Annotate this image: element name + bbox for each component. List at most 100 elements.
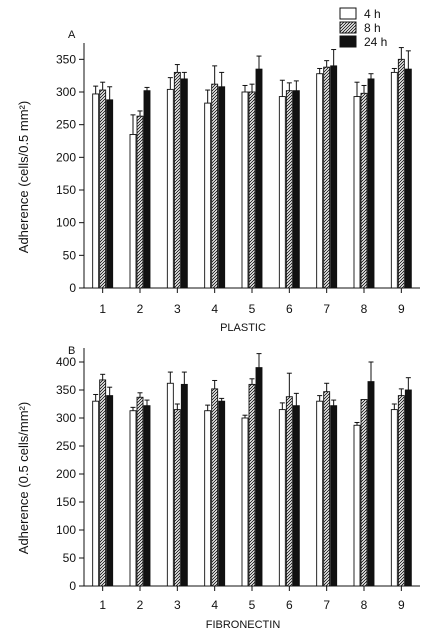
bar-8h-a [136, 115, 144, 289]
bar-24h-a [255, 68, 263, 289]
plot-area-a: 0 50 100 150 200 250 300 350 1 2 3 4 5 6 7 8 9 [56, 43, 420, 316]
bar-24h-a [180, 78, 188, 289]
y-tick-label-b: 0 [69, 579, 76, 593]
bar-24h-a [330, 65, 338, 289]
y-tick-label-a: 250 [56, 118, 76, 132]
y-tick-label-a: 0 [69, 281, 76, 295]
bar-24h-a [292, 90, 300, 289]
bar-8h-b [248, 383, 256, 587]
x-tick-label-b: 4 [211, 598, 218, 612]
panel-label-a: A [68, 29, 76, 41]
bar-8h-b [99, 379, 107, 587]
y-tick-label-b: 200 [56, 467, 76, 481]
x-tick-label-b: 7 [323, 598, 330, 612]
panel-b: B Adherence (0.5 cells/mm²) FIBRONECTIN … [16, 345, 420, 631]
bar-24h-b [404, 389, 412, 587]
y-tick-label-a: 150 [56, 183, 76, 197]
bar-8h-a [285, 90, 293, 289]
bar-4h-b [92, 400, 100, 587]
bar-24h-b [180, 383, 188, 587]
bar-24h-b [367, 381, 375, 587]
bar-4h-a [166, 88, 174, 289]
bar-4h-b [390, 409, 398, 587]
bar-24h-a [218, 86, 226, 289]
bar-4h-b [278, 409, 286, 587]
bar-24h-a [143, 90, 151, 289]
bar-4h-a [241, 91, 249, 289]
bar-24h-b [255, 367, 263, 587]
x-tick-label-b: 2 [137, 598, 144, 612]
bar-8h-b [397, 395, 405, 587]
bar-8h-a [397, 58, 405, 289]
legend-swatch-8h [339, 21, 357, 34]
y-tick-label-a: 50 [63, 248, 77, 262]
bar-24h-b [106, 395, 114, 587]
bar-24h-a [106, 99, 114, 289]
y-tick-label-a: 300 [56, 85, 76, 99]
y-tick-label-b: 400 [56, 355, 76, 369]
y-tick-label-b: 50 [63, 551, 77, 565]
x-tick-label-a: 5 [249, 302, 256, 316]
bar-4h-a [390, 71, 398, 289]
bar-4h-b [316, 400, 324, 587]
x-tick-label-b: 5 [249, 598, 256, 612]
bar-4h-b [353, 424, 361, 587]
legend-label-24h: 24 h [364, 35, 387, 49]
x-tick-label-b: 3 [174, 598, 181, 612]
bar-24h-b [292, 405, 300, 587]
bar-4h-a [316, 73, 324, 289]
plot-area-b: 0 50 100 150 200 250 300 350 400 1 2 3 4 5 6 7 8 9 [56, 348, 420, 612]
legend-swatch-24h [339, 35, 357, 48]
bar-4h-a [204, 102, 212, 289]
bar-8h-b [323, 391, 331, 587]
bar-4h-b [241, 417, 249, 587]
x-tick-label-b: 8 [361, 598, 368, 612]
bar-24h-b [218, 400, 226, 587]
y-tick-label-b: 350 [56, 383, 76, 397]
bar-24h-b [143, 405, 151, 587]
bar-8h-a [360, 92, 368, 289]
legend: 4 h 8 h 24 h [339, 7, 387, 49]
legend-label-4h: 4 h [364, 7, 381, 21]
bar-8h-b [285, 396, 293, 587]
bar-4h-b [129, 410, 137, 587]
y-tick-label-a: 200 [56, 150, 76, 164]
y-tick-label-b: 250 [56, 439, 76, 453]
bar-8h-a [99, 89, 107, 289]
bar-4h-a [129, 134, 137, 289]
bar-8h-b [136, 396, 144, 587]
y-axis-label-b: Adherence (0.5 cells/mm²) [16, 402, 31, 554]
bar-4h-a [92, 93, 100, 289]
y-tick-label-b: 150 [56, 495, 76, 509]
x-tick-label-a: 8 [361, 302, 368, 316]
legend-label-8h: 8 h [364, 21, 381, 35]
x-tick-label-a: 1 [99, 302, 106, 316]
bar-4h-b [166, 382, 174, 587]
bar-8h-a [323, 66, 331, 289]
bar-4h-a [278, 96, 286, 289]
x-tick-label-b: 1 [99, 598, 106, 612]
bar-24h-b [330, 405, 338, 587]
bar-8h-a [248, 91, 256, 289]
y-tick-label-a: 350 [56, 52, 76, 66]
y-tick-label-b: 300 [56, 411, 76, 425]
x-tick-label-b: 6 [286, 598, 293, 612]
x-tick-label-a: 7 [323, 302, 330, 316]
bar-24h-a [367, 78, 375, 289]
bar-8h-b [360, 399, 368, 587]
y-axis-label-a: Adherence (cells/0.5 mm²) [16, 101, 31, 253]
bar-8h-a [211, 83, 219, 289]
panel-label-b: B [68, 345, 75, 357]
x-tick-label-a: 3 [174, 302, 181, 316]
legend-swatch-4h [339, 7, 357, 20]
y-tick-label-a: 100 [56, 216, 76, 230]
y-tick-label-b: 100 [56, 523, 76, 537]
bar-4h-b [204, 410, 212, 587]
bar-8h-b [173, 409, 181, 587]
bar-4h-a [353, 96, 361, 289]
panel-a: A Adherence (cells/0.5 mm²) PLASTIC 0 50 1… [16, 29, 420, 334]
x-axis-label-a: PLASTIC [220, 322, 266, 334]
x-axis-label-b: FIBRONECTIN [206, 619, 281, 631]
